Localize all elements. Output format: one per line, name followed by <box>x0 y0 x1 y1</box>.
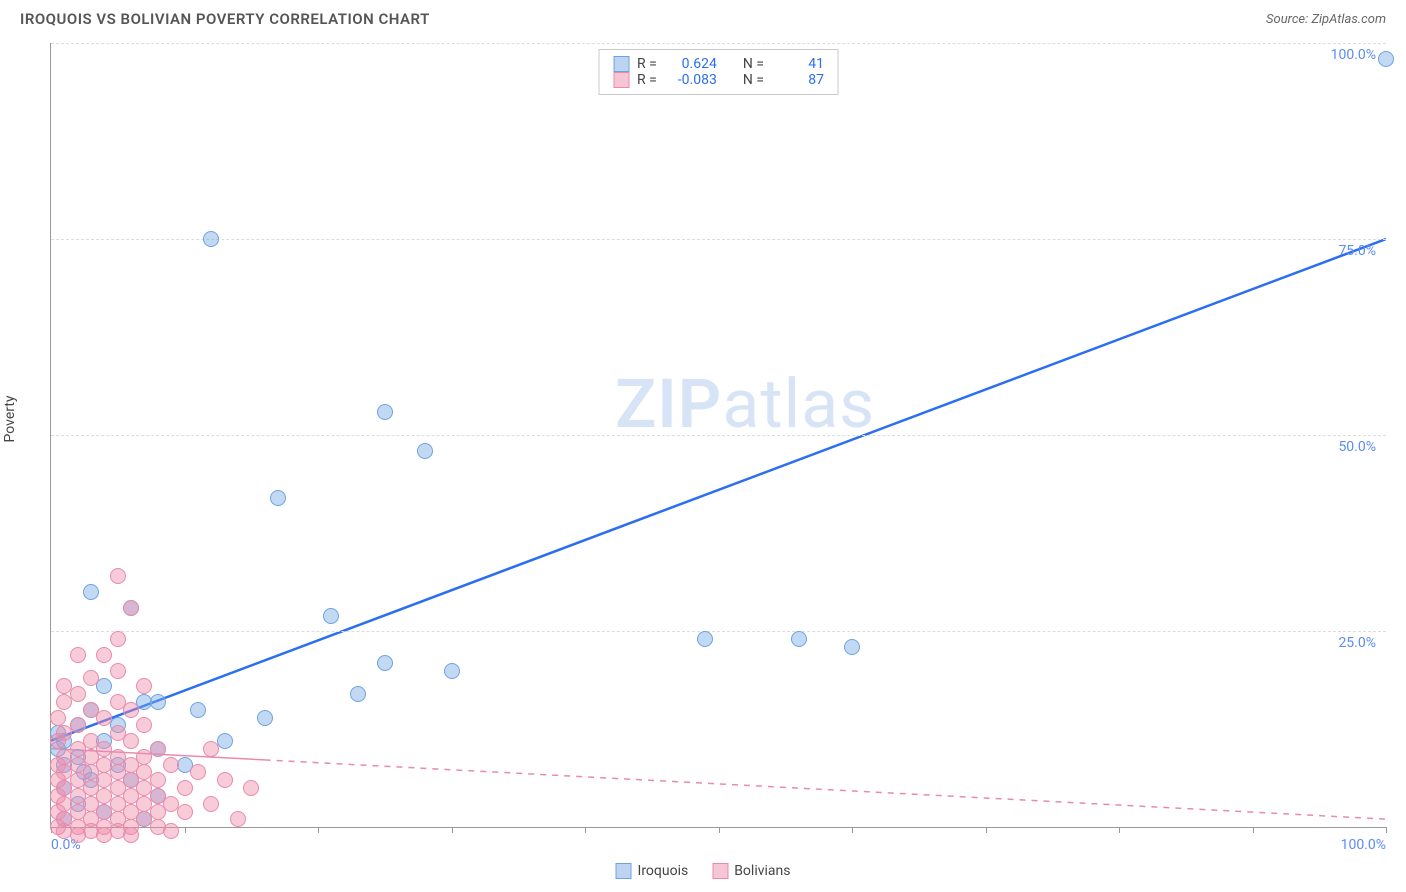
data-point <box>96 710 112 726</box>
y-tick-label: 50.0% <box>1338 439 1376 455</box>
data-point <box>177 804 193 820</box>
x-tick <box>1119 827 1120 833</box>
data-point <box>110 663 126 679</box>
data-point <box>190 702 206 718</box>
watermark: ZIPatlas <box>615 364 875 444</box>
x-tick <box>719 827 720 833</box>
y-tick-label: 100.0% <box>1331 47 1376 63</box>
data-point <box>136 678 152 694</box>
data-point <box>83 584 99 600</box>
x-tick <box>585 827 586 833</box>
x-tick <box>986 827 987 833</box>
x-tick <box>452 827 453 833</box>
data-point <box>257 710 273 726</box>
legend-stats-row-1: R = -0.083 N = 87 <box>613 72 824 88</box>
data-point <box>697 631 713 647</box>
data-point <box>50 733 66 749</box>
data-point <box>417 443 433 459</box>
data-point <box>350 686 366 702</box>
data-point <box>203 231 219 247</box>
data-point <box>203 796 219 812</box>
legend-stats-row-0: R = 0.624 N = 41 <box>613 56 824 72</box>
x-tick <box>1253 827 1254 833</box>
chart-source: Source: ZipAtlas.com <box>1266 12 1386 27</box>
legend-swatch-iroquois <box>613 56 629 72</box>
data-point <box>844 639 860 655</box>
data-point <box>123 702 139 718</box>
data-point <box>50 710 66 726</box>
data-point <box>177 780 193 796</box>
data-point <box>56 694 72 710</box>
y-axis-label: Poverty <box>2 395 18 442</box>
data-point <box>791 631 807 647</box>
legend-item-bolivians: Bolivians <box>712 863 790 879</box>
y-tick-label: 75.0% <box>1338 243 1376 259</box>
data-point <box>150 694 166 710</box>
x-tick <box>852 827 853 833</box>
data-point <box>270 490 286 506</box>
data-point <box>377 404 393 420</box>
data-point <box>230 811 246 827</box>
legend-stats: R = 0.624 N = 41 R = -0.083 N = 87 <box>598 49 839 95</box>
data-point <box>96 827 112 843</box>
gridline <box>51 631 1386 632</box>
data-point <box>96 647 112 663</box>
data-point <box>1378 51 1394 67</box>
legend-swatch-bolivians <box>613 72 629 88</box>
x-tick <box>185 827 186 833</box>
data-point <box>190 764 206 780</box>
x-tick-label: 100.0% <box>1341 837 1386 853</box>
legend-swatch-bolivians-b <box>712 863 728 879</box>
legend-item-iroquois: Iroquois <box>616 863 689 879</box>
chart-container: Poverty ZIPatlas R = 0.624 N = 41 R = -0… <box>0 33 1406 883</box>
gridline <box>51 435 1386 436</box>
data-point <box>444 663 460 679</box>
data-point <box>83 670 99 686</box>
data-point <box>377 655 393 671</box>
data-point <box>123 827 139 843</box>
data-point <box>136 717 152 733</box>
data-point <box>123 600 139 616</box>
x-tick <box>1386 827 1387 833</box>
legend-series: Iroquois Bolivians <box>616 863 791 879</box>
gridline <box>51 239 1386 240</box>
data-point <box>203 741 219 757</box>
chart-title: IROQUOIS VS BOLIVIAN POVERTY CORRELATION… <box>20 10 430 28</box>
gridline <box>51 43 1386 44</box>
data-point <box>123 733 139 749</box>
data-point <box>70 827 86 843</box>
data-point <box>110 631 126 647</box>
y-tick-label: 25.0% <box>1338 635 1376 651</box>
data-point <box>323 608 339 624</box>
data-point <box>70 647 86 663</box>
data-point <box>96 678 112 694</box>
data-point <box>163 823 179 839</box>
x-tick <box>318 827 319 833</box>
data-point <box>163 757 179 773</box>
legend-swatch-iroquois-b <box>616 863 632 879</box>
plot-area: ZIPatlas R = 0.624 N = 41 R = -0.083 N =… <box>50 43 1386 828</box>
data-point <box>217 772 233 788</box>
chart-header: IROQUOIS VS BOLIVIAN POVERTY CORRELATION… <box>0 0 1406 33</box>
data-point <box>110 568 126 584</box>
data-point <box>243 780 259 796</box>
